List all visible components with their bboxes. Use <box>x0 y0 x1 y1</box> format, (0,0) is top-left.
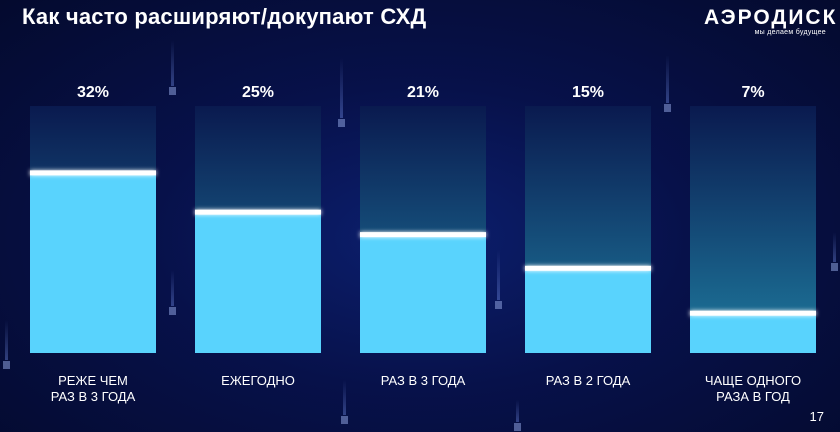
bar-top-marker <box>195 209 321 215</box>
logo-wordmark: АЭРОДИСК <box>704 6 838 29</box>
category-label: РЕЖЕ ЧЕМ <box>58 373 128 388</box>
category-label: ЕЖЕГОДНО <box>221 373 295 388</box>
category-label: РАЗА В ГОД <box>716 389 790 404</box>
data-label: 21% <box>407 84 439 101</box>
decor-streak <box>338 58 345 127</box>
category-label: РАЗ В 2 ГОДА <box>546 373 631 388</box>
data-label: 15% <box>572 84 604 101</box>
logo-tagline: мы делаем будущее <box>754 29 826 36</box>
category-label: РАЗ В 3 ГОДА <box>381 373 466 388</box>
bar-top-marker <box>525 265 651 271</box>
data-label: 7% <box>741 84 764 101</box>
bar <box>525 268 651 353</box>
data-label: 25% <box>242 84 274 101</box>
brand-logo: АЭРОДИСК мы делаем будущее <box>704 6 835 40</box>
bar <box>690 313 816 353</box>
decor-streak <box>169 40 176 95</box>
page-number: 17 <box>809 409 824 424</box>
data-label: 32% <box>77 84 109 101</box>
decor-streak <box>831 232 838 271</box>
decor-streak <box>3 320 10 369</box>
decor-streak <box>169 270 176 315</box>
decor-streak <box>664 55 671 112</box>
bar <box>360 235 486 353</box>
bar-top-marker <box>690 310 816 316</box>
decor-streak <box>514 400 521 431</box>
bar <box>195 212 321 353</box>
bar-top-marker <box>30 170 156 176</box>
bar <box>30 173 156 353</box>
decor-streak <box>495 250 502 309</box>
decor-streak <box>341 380 348 424</box>
page-title: Как часто расширяют/докупают СХД <box>22 4 427 29</box>
category-label: ЧАЩЕ ОДНОГО <box>705 373 801 388</box>
bar-top-marker <box>360 232 486 238</box>
category-label: РАЗ В 3 ГОДА <box>51 389 136 404</box>
